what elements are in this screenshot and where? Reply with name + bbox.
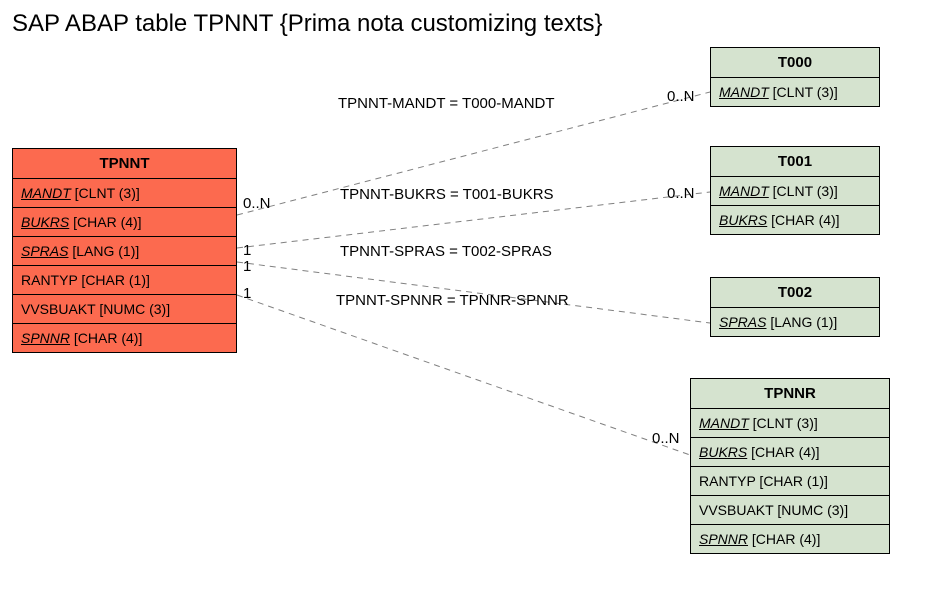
edge-label: TPNNT-BUKRS = T001-BUKRS — [340, 186, 554, 203]
entity-tpnnr: TPNNRMANDT [CLNT (3)]BUKRS [CHAR (4)]RAN… — [690, 378, 890, 554]
entity-field: MANDT [CLNT (3)] — [13, 179, 236, 208]
cardinality-to: 0..N — [667, 185, 695, 202]
entity-header: TPNNT — [13, 149, 236, 179]
entity-field: BUKRS [CHAR (4)] — [13, 208, 236, 237]
entity-header: T001 — [711, 147, 879, 177]
edge-label: TPNNT-SPRAS = T002-SPRAS — [340, 243, 552, 260]
entity-field: VVSBUAKT [NUMC (3)] — [13, 295, 236, 324]
entity-field: MANDT [CLNT (3)] — [691, 409, 889, 438]
cardinality-to: 0..N — [667, 88, 695, 105]
entity-field: RANTYP [CHAR (1)] — [691, 467, 889, 496]
edge-label: TPNNT-SPNNR = TPNNR-SPNNR — [336, 292, 569, 309]
entity-t002: T002SPRAS [LANG (1)] — [710, 277, 880, 337]
entity-field: BUKRS [CHAR (4)] — [691, 438, 889, 467]
entity-field: BUKRS [CHAR (4)] — [711, 206, 879, 234]
cardinality-extra: 1 — [243, 258, 251, 275]
entity-field: SPRAS [LANG (1)] — [13, 237, 236, 266]
entity-field: RANTYP [CHAR (1)] — [13, 266, 236, 295]
diagram-title: SAP ABAP table TPNNT {Prima nota customi… — [12, 10, 603, 38]
cardinality-from: 1 — [243, 285, 251, 302]
entity-field: SPNNR [CHAR (4)] — [691, 525, 889, 553]
entity-t001: T001MANDT [CLNT (3)]BUKRS [CHAR (4)] — [710, 146, 880, 235]
entity-header: T000 — [711, 48, 879, 78]
cardinality-from: 0..N — [243, 195, 271, 212]
entity-t000: T000MANDT [CLNT (3)] — [710, 47, 880, 107]
entity-field: MANDT [CLNT (3)] — [711, 177, 879, 206]
entity-tpnnt: TPNNTMANDT [CLNT (3)]BUKRS [CHAR (4)]SPR… — [12, 148, 237, 353]
edge-label: TPNNT-MANDT = T000-MANDT — [338, 95, 555, 112]
entity-field: VVSBUAKT [NUMC (3)] — [691, 496, 889, 525]
entity-header: TPNNR — [691, 379, 889, 409]
entity-field: MANDT [CLNT (3)] — [711, 78, 879, 106]
cardinality-to: 0..N — [652, 430, 680, 447]
entity-field: SPRAS [LANG (1)] — [711, 308, 879, 336]
entity-field: SPNNR [CHAR (4)] — [13, 324, 236, 352]
cardinality-from: 1 — [243, 242, 251, 259]
entity-header: T002 — [711, 278, 879, 308]
